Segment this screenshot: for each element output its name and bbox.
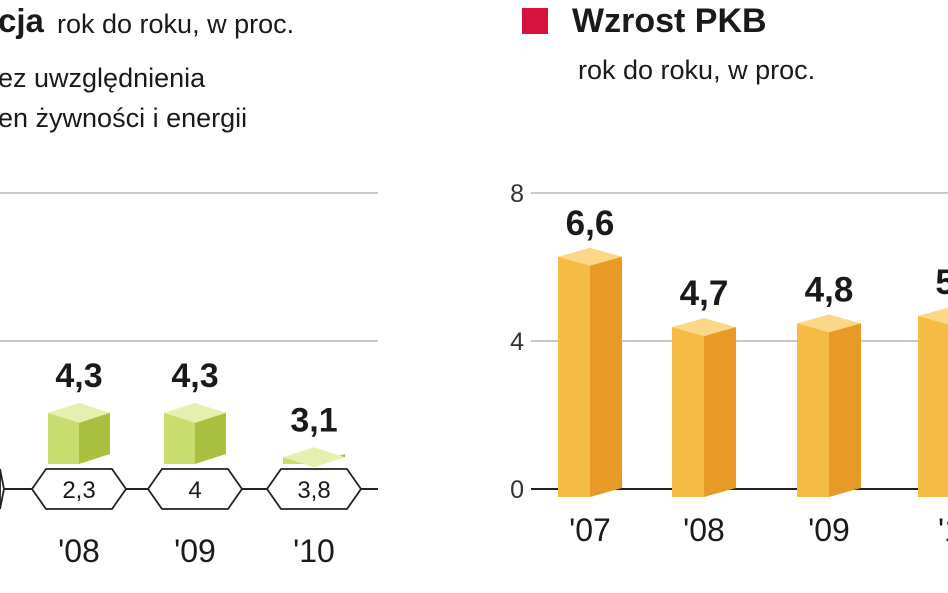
left-bar-1 [164,402,226,464]
left-value-label-1: 4,3 [171,357,218,395]
left-value-label-0: 4,3 [55,357,102,395]
right-category-label-1: '08 [683,512,725,548]
left-bar-1-top [164,402,226,423]
right-bar-2-side [829,323,861,497]
left-bar-0-side [79,412,110,464]
right-bar-0-side [590,256,622,497]
left-bar-0-top [48,402,110,423]
left-bar-0-front [48,412,79,464]
left-bar-2-top [283,447,345,468]
right-category-label-0: '07 [569,512,611,548]
left-core-hexagon-2 [265,468,363,510]
legend-square [522,8,548,34]
left-category-label-2: '10 [293,533,335,569]
left-value-label-2: 3,1 [290,401,337,439]
left-bar-0 [48,402,110,464]
left-category-label-1: '09 [174,533,216,569]
right-bar-1 [672,318,736,497]
left-note-line1: ez uwzględnienia [0,63,206,93]
left-title-fragment: cja [0,2,44,39]
right-bar-0-front [558,256,590,497]
left-core-hexagon-partial [0,468,5,510]
inflation-chart: 4,3 2,3 '08 4,3 4 '09 3,1 3,8 '10 [0,192,378,569]
right-bar-0 [558,247,622,497]
left-category-label-0: '08 [58,533,100,569]
left-core-label-2: 3,8 [297,477,330,504]
right-bar-2-front [797,323,829,497]
right-bar-1-top [672,318,736,337]
right-value-label-3: 5, [935,263,948,302]
left-note-line2: en żywności i energii [0,103,248,133]
right-category-label-2: '09 [808,512,850,548]
right-bar-2-top [797,314,861,333]
right-bar-3-top [918,307,948,325]
right-value-label-0: 6,6 [566,204,615,243]
right-category-label-3: '1 [938,512,948,548]
left-unit-text: rok do roku, w proc. [57,9,295,39]
left-bar-2 [283,447,345,468]
right-ytick-2: 8 [510,180,524,208]
left-bar-1-front [164,412,195,464]
right-title: Wzrost PKB [572,2,767,40]
left-bar-1-side [195,412,226,464]
right-ytick-0: 0 [510,476,524,504]
gdp-chart: 0 4 8 6,6 '07 4,7 '08 4,8 '09 5, '1 [510,180,948,548]
right-value-label-2: 4,8 [805,270,854,309]
left-core-hexagon-1 [146,468,244,510]
right-bar-0-top [558,247,622,266]
right-bar-3 [918,307,948,497]
right-value-label-1: 4,7 [680,274,729,313]
right-unit-text: rok do roku, w proc. [578,55,816,85]
left-core-label-0: 2,3 [62,477,95,504]
left-core-label-1: 4 [188,477,201,504]
right-bar-3-front [918,316,948,497]
right-bar-1-front [672,327,704,497]
left-core-hexagon-0 [30,468,128,510]
right-ytick-1: 4 [510,328,524,356]
right-bar-1-side [704,327,736,497]
right-bar-2 [797,314,861,497]
